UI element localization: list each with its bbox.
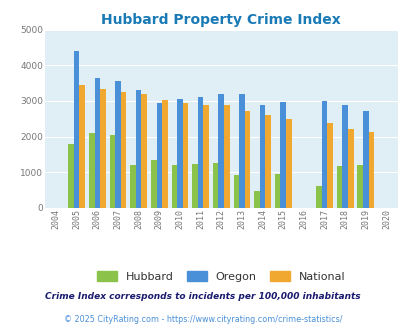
Bar [218, 94, 224, 208]
Bar [162, 100, 167, 208]
Bar [274, 174, 280, 208]
Bar [89, 133, 94, 208]
Legend: Hubbard, Oregon, National: Hubbard, Oregon, National [92, 267, 349, 286]
Bar [177, 99, 182, 208]
Bar [203, 105, 209, 208]
Bar [368, 132, 373, 208]
Bar [336, 166, 341, 208]
Bar [94, 78, 100, 208]
Bar [130, 165, 136, 208]
Title: Hubbard Property Crime Index: Hubbard Property Crime Index [101, 13, 340, 27]
Bar [326, 123, 332, 208]
Bar [233, 175, 239, 208]
Bar [357, 165, 362, 208]
Bar [109, 135, 115, 208]
Bar [362, 111, 368, 208]
Bar [321, 101, 326, 208]
Bar [156, 103, 162, 208]
Bar [259, 105, 265, 208]
Bar [285, 119, 291, 208]
Bar [244, 111, 249, 208]
Bar [224, 105, 229, 208]
Bar [192, 164, 197, 208]
Bar [280, 102, 285, 208]
Text: © 2025 CityRating.com - https://www.cityrating.com/crime-statistics/: © 2025 CityRating.com - https://www.city… [64, 315, 341, 324]
Bar [265, 115, 270, 208]
Bar [141, 94, 147, 208]
Bar [197, 97, 203, 208]
Bar [74, 51, 79, 208]
Bar [315, 186, 321, 208]
Bar [79, 85, 85, 208]
Bar [120, 92, 126, 208]
Bar [341, 105, 347, 208]
Bar [239, 94, 244, 208]
Text: Crime Index corresponds to incidents per 100,000 inhabitants: Crime Index corresponds to incidents per… [45, 292, 360, 301]
Bar [100, 88, 105, 208]
Bar [182, 103, 188, 208]
Bar [151, 160, 156, 208]
Bar [68, 144, 74, 208]
Bar [115, 82, 120, 208]
Bar [254, 191, 259, 208]
Bar [347, 129, 353, 208]
Bar [136, 90, 141, 208]
Bar [171, 165, 177, 208]
Bar [212, 163, 218, 208]
